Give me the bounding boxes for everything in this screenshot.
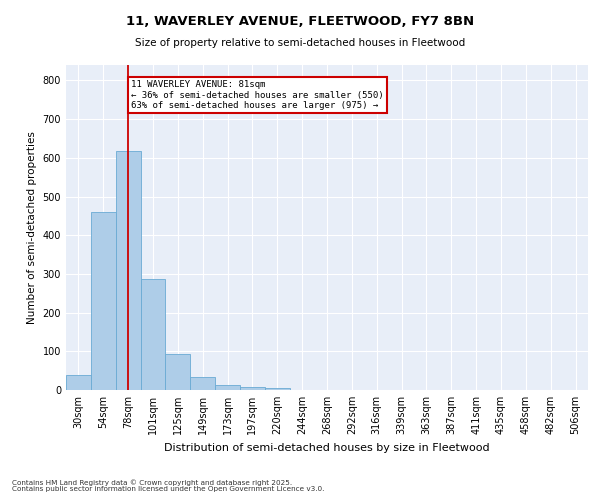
Bar	[166, 354, 190, 390]
Bar	[91, 212, 116, 390]
Bar	[240, 386, 265, 390]
Bar	[140, 278, 166, 390]
Bar	[116, 151, 140, 390]
Y-axis label: Number of semi-detached properties: Number of semi-detached properties	[27, 131, 37, 324]
Text: 11, WAVERLEY AVENUE, FLEETWOOD, FY7 8BN: 11, WAVERLEY AVENUE, FLEETWOOD, FY7 8BN	[126, 15, 474, 28]
Text: Size of property relative to semi-detached houses in Fleetwood: Size of property relative to semi-detach…	[135, 38, 465, 48]
Bar	[265, 388, 290, 390]
Bar	[215, 384, 240, 390]
Text: 11 WAVERLEY AVENUE: 81sqm
← 36% of semi-detached houses are smaller (550)
63% of: 11 WAVERLEY AVENUE: 81sqm ← 36% of semi-…	[131, 80, 384, 110]
Bar	[190, 377, 215, 390]
X-axis label: Distribution of semi-detached houses by size in Fleetwood: Distribution of semi-detached houses by …	[164, 442, 490, 452]
Bar	[66, 376, 91, 390]
Text: Contains HM Land Registry data © Crown copyright and database right 2025.
Contai: Contains HM Land Registry data © Crown c…	[12, 479, 325, 492]
